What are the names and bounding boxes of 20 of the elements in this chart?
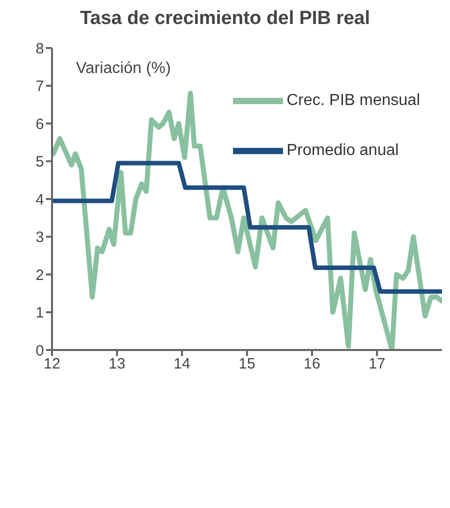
y-tick-label: 4 [36,191,44,208]
y-tick-label: 3 [36,229,44,246]
y-axis-title: Variación (%) [76,60,171,78]
y-tick-label: 0 [36,342,44,360]
y-tick-label: 1 [36,304,44,322]
x-tick-label: 15 [238,356,256,373]
line-series [52,160,442,294]
y-tick-label: 8 [36,40,44,58]
x-tick-label: 17 [368,356,386,373]
y-tick-label: 6 [36,116,44,133]
legend-label: Crec. PIB mensual [286,92,420,110]
x-tick-label: 16 [304,356,320,373]
x-tick-label: 14 [174,356,190,373]
chart-title: Tasa de crecimiento del PIB real [78,8,372,31]
y-tick-label: 5 [36,154,44,171]
x-tick-label: 13 [108,356,126,373]
y-tick-label: 7 [36,78,44,96]
legend-label: Promedio anual [286,142,399,160]
x-tick-label: 12 [44,356,60,373]
y-tick-label: 2 [36,266,44,284]
